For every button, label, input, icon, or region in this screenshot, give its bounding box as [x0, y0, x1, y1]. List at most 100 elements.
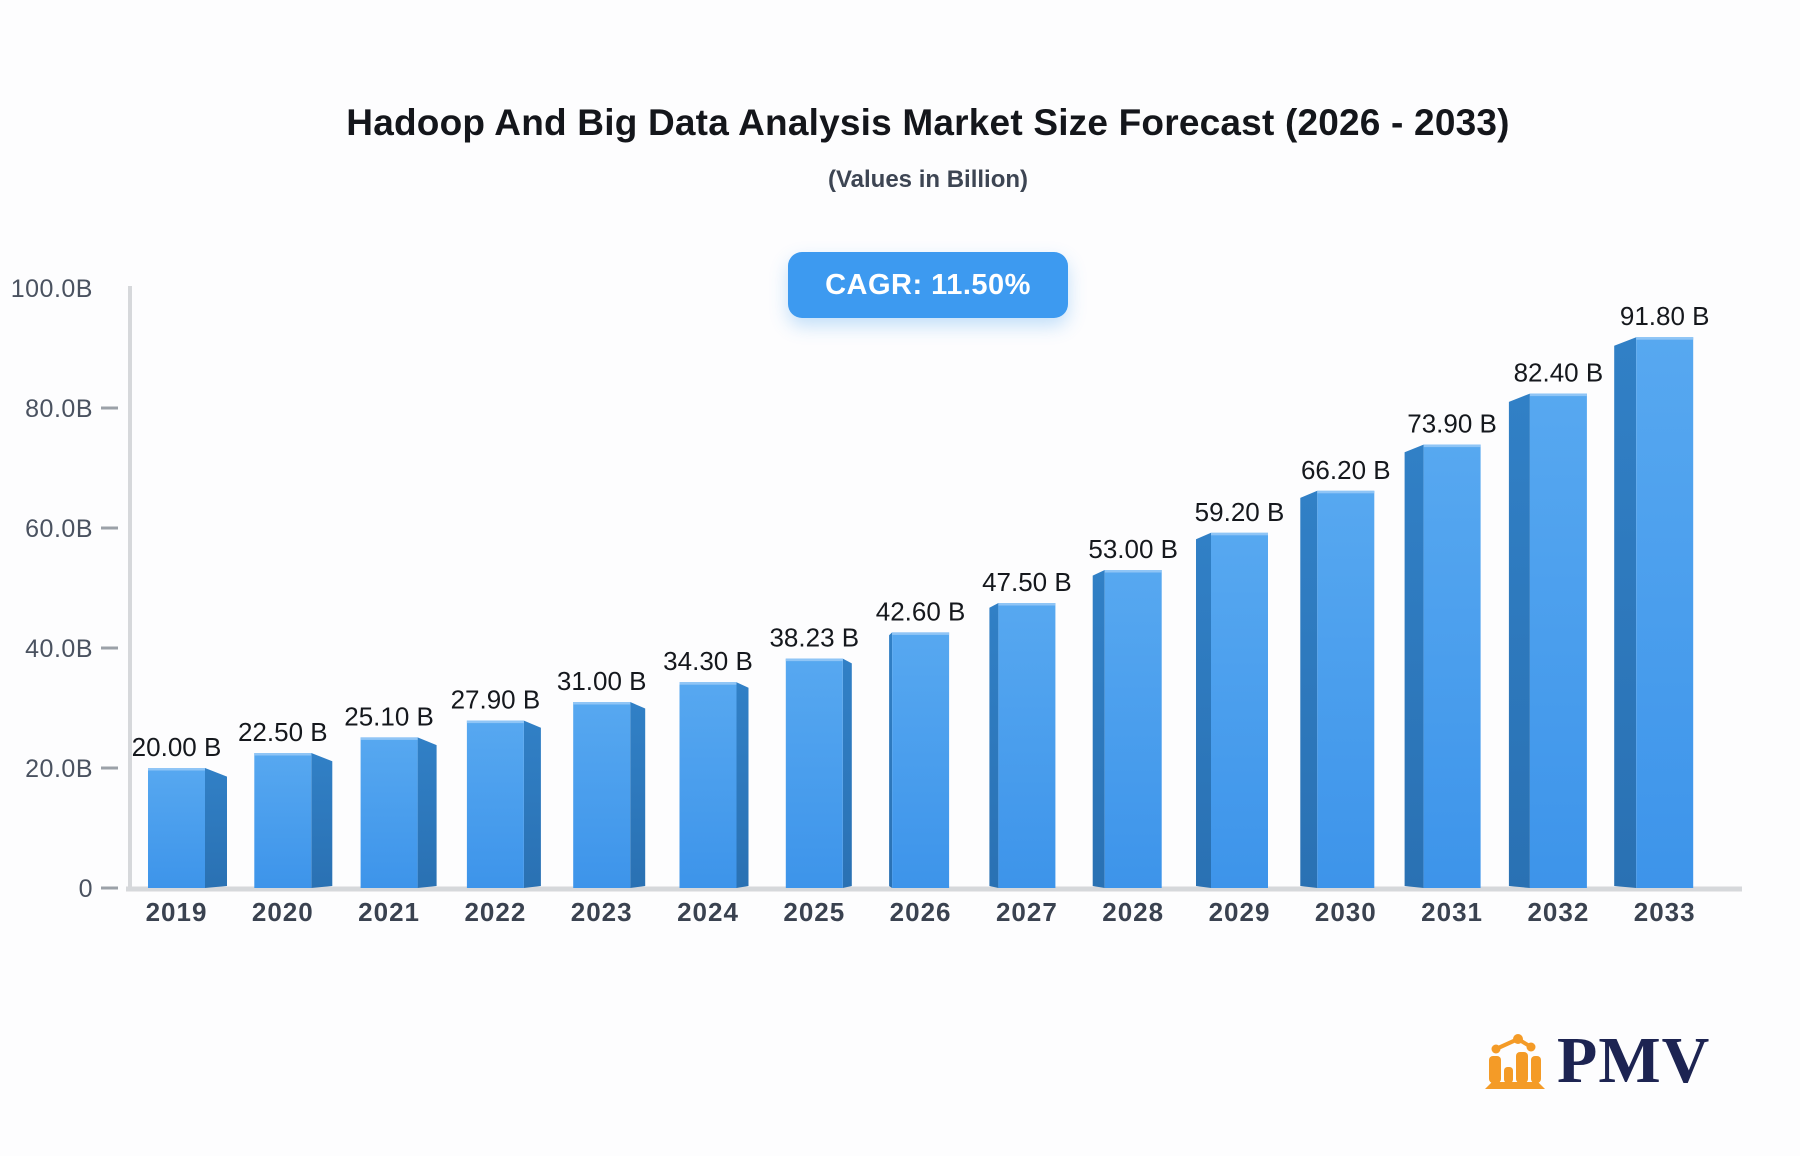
bar-value-label: 73.90 B — [1407, 409, 1497, 439]
bar-side-face — [417, 737, 437, 888]
bar-top-edge — [466, 720, 524, 724]
bar-value-label: 34.30 B — [663, 646, 753, 676]
bar-front-face — [679, 682, 737, 888]
bar-side-face — [989, 603, 999, 888]
bar-value-label: 22.50 B — [238, 717, 328, 747]
bar-side-face — [1300, 490, 1318, 888]
bar-value-label: 47.50 B — [982, 567, 1072, 597]
bar-side-face — [630, 702, 646, 888]
x-axis-label: 2033 — [1634, 897, 1696, 927]
bar-value-label: 66.20 B — [1301, 455, 1391, 485]
x-axis-label: 2031 — [1421, 897, 1483, 927]
x-axis-label: 2021 — [358, 897, 420, 927]
bar-front-face — [573, 702, 631, 888]
y-axis-tick-label: 100.0B — [11, 275, 93, 303]
x-axis-label: 2024 — [677, 897, 739, 927]
bar-value-label: 82.40 B — [1514, 358, 1604, 388]
x-axis-label: 2029 — [1209, 897, 1271, 927]
bar-top-edge — [998, 603, 1056, 606]
bar-side-face — [1092, 570, 1105, 888]
pmv-logo: PMV — [1483, 1028, 1710, 1094]
bar-front-face — [1636, 337, 1694, 888]
bar-top-edge — [679, 682, 737, 685]
bar-2028: 53.00 B 2028 — [1088, 534, 1178, 927]
bar-2030: 66.20 B 2030 — [1300, 455, 1391, 927]
bar-top-edge — [573, 702, 631, 705]
page-title: Hadoop And Big Data Analysis Market Size… — [346, 102, 1510, 143]
bar-value-label: 53.00 B — [1088, 534, 1178, 564]
bar-2029: 59.20 B 2029 — [1195, 497, 1285, 927]
y-axis-tick-label: 40.0B — [25, 635, 93, 663]
bar-value-label: 59.20 B — [1195, 497, 1285, 527]
x-axis-label: 2028 — [1102, 897, 1164, 927]
bar-top-edge — [1104, 570, 1162, 573]
x-axis-label: 2022 — [464, 897, 526, 927]
bar-value-label: 20.00 B — [132, 732, 222, 762]
x-axis-label: 2023 — [571, 897, 633, 927]
bar-front-face — [1529, 393, 1587, 888]
bar-top-edge — [1211, 532, 1268, 536]
bar-value-label: 31.00 B — [557, 666, 647, 696]
bar-front-face — [466, 720, 524, 888]
bar-top-edge — [1317, 490, 1375, 494]
bar-top-edge — [1529, 393, 1587, 397]
bar-side-face — [1196, 532, 1211, 888]
bar-front-face — [254, 753, 312, 888]
logo-text: PMV — [1557, 1024, 1711, 1097]
bar-2032: 82.40 B 2032 — [1508, 358, 1604, 927]
bar-2022: 27.90 B 2022 — [451, 685, 541, 927]
bar-front-face — [360, 737, 418, 888]
x-axis-label: 2025 — [783, 897, 845, 927]
bar-2024: 34.30 B 2024 — [663, 646, 753, 927]
bar-front-face — [148, 768, 205, 888]
bar-value-label: 38.23 B — [769, 623, 859, 653]
bar-2019: 20.00 B 2019 — [132, 732, 227, 927]
bar-2021: 25.10 B 2021 — [344, 701, 437, 927]
bar-top-edge — [892, 632, 950, 635]
bar-front-face — [892, 632, 950, 888]
x-axis-label: 2030 — [1315, 897, 1377, 927]
bar-side-face — [736, 682, 749, 888]
bar-top-edge — [1423, 444, 1481, 448]
bar-side-face — [842, 658, 852, 888]
bar-front-face — [1423, 444, 1481, 888]
bar-side-face — [1404, 444, 1424, 888]
bar-2025: 38.23 B 2025 — [769, 623, 859, 927]
bar-2023: 31.00 B 2023 — [557, 666, 647, 927]
bar-front-face — [1104, 570, 1162, 888]
bar-value-label: 27.90 B — [451, 685, 541, 715]
bar-side-face — [1508, 393, 1530, 888]
bar-side-face — [311, 753, 333, 888]
bar-value-label: 91.80 B — [1620, 301, 1710, 331]
bar-value-label: 25.10 B — [344, 701, 434, 731]
bar-2026: 42.60 B 2026 — [876, 596, 966, 927]
x-axis-label: 2020 — [252, 897, 314, 927]
bar-top-edge — [785, 658, 843, 662]
bar-front-face — [1211, 532, 1268, 888]
bar-side-face — [523, 720, 541, 888]
bar-top-edge — [254, 753, 312, 756]
bar-top-edge — [360, 737, 418, 740]
y-axis-tick-label: 80.0B — [25, 395, 93, 423]
bar-2031: 73.90 B 2031 — [1404, 409, 1497, 927]
bar-front-face — [1317, 490, 1375, 888]
bar-top-edge — [1636, 337, 1694, 340]
page-subtitle: (Values in Billion) — [827, 166, 1029, 193]
bar-value-label: 42.60 B — [876, 596, 966, 626]
bar-side-face — [889, 632, 893, 888]
bar-front-face — [785, 658, 843, 888]
y-axis-tick-label: 20.0B — [25, 755, 93, 783]
x-axis-label: 2032 — [1527, 897, 1589, 927]
bar-top-edge — [148, 768, 205, 771]
bar-2020: 22.50 B 2020 — [238, 717, 333, 927]
y-axis-tick-label: 60.0B — [25, 515, 93, 543]
bar-side-face — [1614, 337, 1637, 888]
bar-2033: 91.80 B 2033 — [1614, 301, 1710, 927]
y-axis-tick-label: 0 — [79, 875, 93, 903]
x-axis-label: 2026 — [890, 897, 952, 927]
bar-side-face — [205, 768, 227, 888]
x-axis-label: 2019 — [146, 897, 208, 927]
bar-2027: 47.50 B 2027 — [982, 567, 1072, 927]
bar-front-face — [998, 603, 1056, 888]
